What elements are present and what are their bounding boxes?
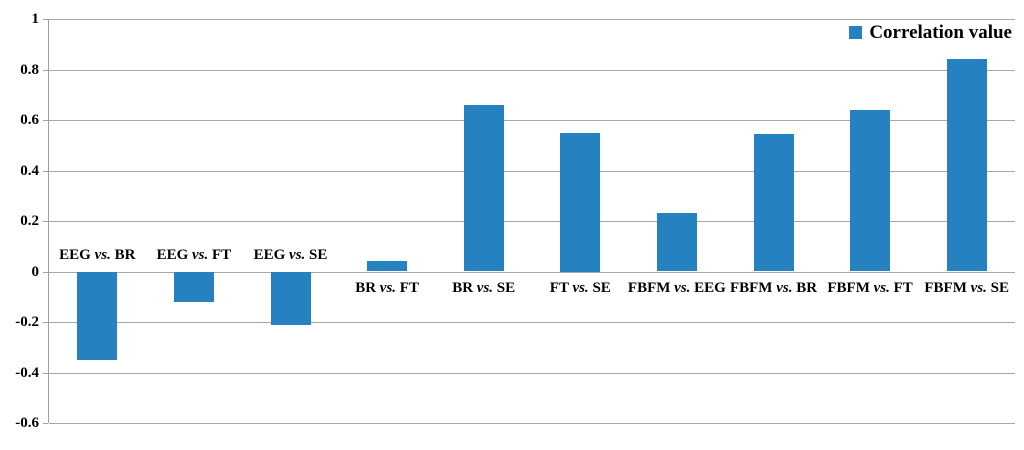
gridline [49, 170, 1015, 172]
gridline [49, 69, 1015, 71]
bar-ft-vs-se [560, 132, 601, 272]
bar-eeg-vs-se [270, 271, 311, 325]
y-axis-tick [43, 322, 48, 323]
category-label: EEG vs. SE [253, 246, 328, 263]
gridline [49, 372, 1015, 374]
category-label: FBFM vs. SE [924, 279, 1009, 296]
y-axis-tick [43, 170, 48, 172]
y-tick-label: 0 [31, 263, 40, 280]
category-label: EEG vs. FT [156, 246, 232, 263]
y-tick-label: 0.2 [20, 213, 39, 229]
bar-br-vs-se [463, 104, 504, 272]
legend-label: Correlation value [869, 22, 1012, 43]
bar-eeg-vs-br [77, 271, 118, 360]
y-tick-label: 0.4 [20, 162, 39, 179]
plot-area: 1 0.8 0.6 0.4 0.2 0 -0.2 -0.4 -0.6 EEG vs. BR EEG … [15, 11, 1015, 431]
y-axis-tick [43, 271, 48, 273]
bar-eeg-vs-ft [173, 271, 214, 302]
category-label: FBFM vs. BR [729, 279, 818, 296]
y-axis-tick [43, 19, 48, 20]
gridline [49, 120, 1015, 121]
bar-fbfm-vs-eeg [656, 213, 697, 272]
y-tick-label: 1 [31, 11, 40, 27]
gridline [49, 221, 1015, 222]
y-axis-tick [43, 120, 48, 121]
category-label: EEG vs. BR [59, 246, 136, 263]
bar-fbfm-vs-br [753, 133, 794, 272]
legend-swatch [849, 26, 863, 39]
y-tick-label: -0.6 [15, 415, 39, 431]
bar-fbfm-vs-se [946, 59, 987, 272]
y-tick-label: 0.8 [20, 61, 39, 78]
y-tick-label: -0.4 [15, 364, 39, 381]
y-axis-tick [43, 69, 48, 71]
category-label: BR vs. SE [452, 279, 516, 296]
category-label: BR vs. FT [355, 279, 419, 296]
category-label: FBFM vs. EEG [627, 279, 726, 296]
y-tick-label: -0.2 [15, 314, 39, 330]
gridline [49, 19, 1015, 20]
gridline [49, 322, 1015, 323]
category-label: FBFM vs. FT [827, 279, 913, 296]
y-axis-tick [43, 423, 48, 424]
gridline [49, 423, 1015, 424]
y-tick-label: 0.6 [20, 112, 39, 128]
category-label: FT vs. SE [549, 279, 611, 296]
y-axis-tick [43, 372, 48, 374]
gridline [49, 271, 1015, 273]
bar-br-vs-ft [367, 261, 408, 272]
legend: Correlation value [849, 23, 1012, 42]
bar-fbfm-vs-ft [850, 109, 891, 272]
y-axis-tick [43, 221, 48, 222]
